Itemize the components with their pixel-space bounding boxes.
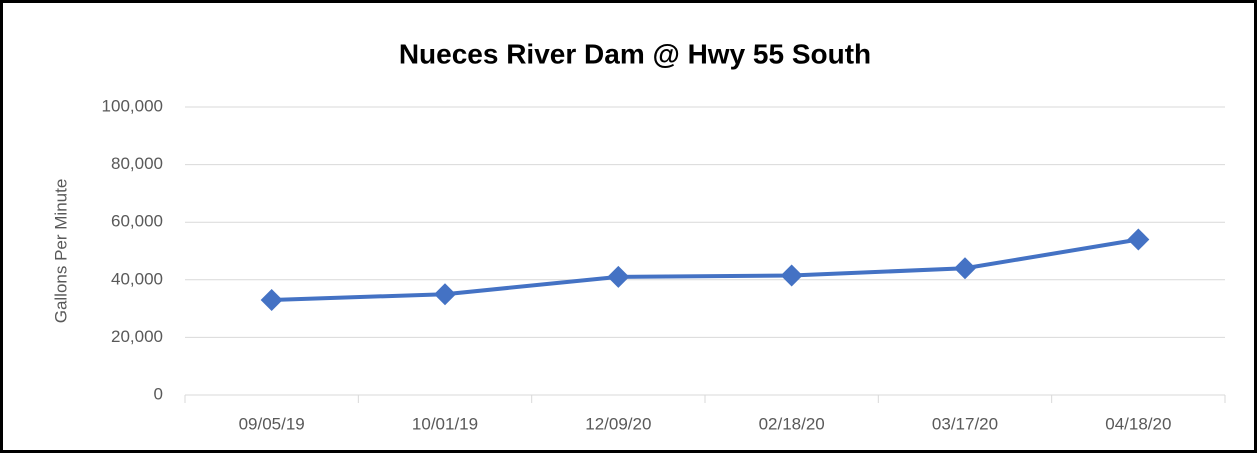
y-tick-label: 40,000 (111, 269, 163, 288)
x-tick-label: 10/01/19 (412, 414, 478, 433)
y-tick-label: 100,000 (102, 96, 163, 115)
x-tick-label: 09/05/19 (239, 414, 305, 433)
x-tick-label: 02/18/20 (759, 414, 825, 433)
marker (954, 257, 976, 280)
x-tick-label: 12/09/20 (585, 414, 651, 433)
x-tick-label: 04/18/20 (1105, 414, 1171, 433)
marker (434, 283, 456, 306)
marker (1127, 228, 1150, 251)
marker (780, 264, 803, 287)
chart-title: Nueces River Dam @ Hwy 55 South (399, 38, 871, 69)
y-tick-label: 80,000 (111, 154, 163, 173)
y-axis-title: Gallons Per Minute (51, 179, 70, 324)
marker (260, 288, 283, 311)
line (271, 237, 1139, 302)
x-tick-label: 03/17/20 (932, 414, 998, 433)
y-tick-label: 60,000 (111, 212, 163, 231)
y-tick-label: 20,000 (111, 327, 163, 346)
marker (607, 265, 630, 288)
y-tick-label: 0 (154, 384, 163, 403)
